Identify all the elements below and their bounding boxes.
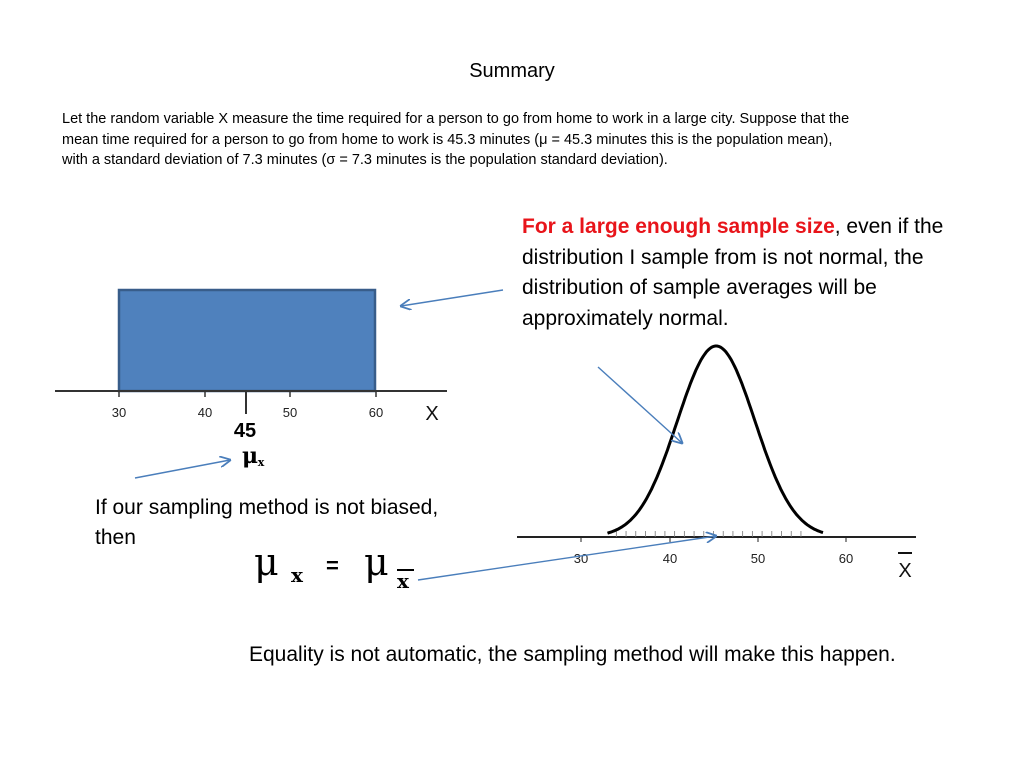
uniform-tick-label-30: 30 (112, 405, 126, 420)
mean-equation: μ x = μ x (254, 540, 414, 593)
uniform-mu-subscript: x (258, 456, 265, 469)
equation-subscript-right: x (397, 569, 410, 593)
equation-subscript-left: x (291, 563, 304, 587)
sampling-distribution-plot: 30 40 50 60 X (517, 344, 916, 582)
uniform-tick-label-40: 40 (198, 405, 212, 420)
uniform-mu-symbol: μ (242, 443, 258, 469)
uniform-tick-label-60: 60 (369, 405, 383, 420)
uniform-axis-label: X (425, 403, 438, 425)
normal-tick-label-50: 50 (751, 551, 765, 566)
slide-title: Summary (469, 60, 555, 82)
arrow-to-sample-mean (417, 536, 716, 581)
uniform-mean-label: 45 (234, 420, 256, 442)
normal-curve (607, 344, 824, 535)
equation-mu-left: μ (254, 540, 279, 584)
clt-statement: For a large enough sample size, even if … (522, 212, 972, 334)
uniform-distribution-plot: 30 40 50 60 X 45 μ x (55, 288, 447, 469)
uniform-tick-label-50: 50 (283, 405, 297, 420)
normal-tick-label-60: 60 (839, 551, 853, 566)
equation-equals: = (326, 553, 339, 578)
arrow-to-normal-curve (597, 366, 682, 443)
uniform-box (117, 288, 377, 393)
clt-rest: , even if the distribution I sample from… (522, 215, 944, 330)
intro-paragraph: Let the random variable X measure the ti… (62, 111, 850, 168)
equation-mu-right: μ (364, 540, 389, 584)
normal-tick-label-30: 30 (574, 551, 588, 566)
arrow-to-uniform-box (401, 289, 504, 306)
normal-tick-label-40: 40 (663, 551, 677, 566)
arrow-to-mu-x (134, 460, 230, 479)
equality-note: Equality is not automatic, the sampling … (249, 643, 896, 666)
unbiased-statement: If our sampling method is not biased, th… (95, 496, 439, 549)
normal-axis-label: X (898, 560, 911, 582)
clt-highlight: For a large enough sample size (522, 215, 835, 238)
